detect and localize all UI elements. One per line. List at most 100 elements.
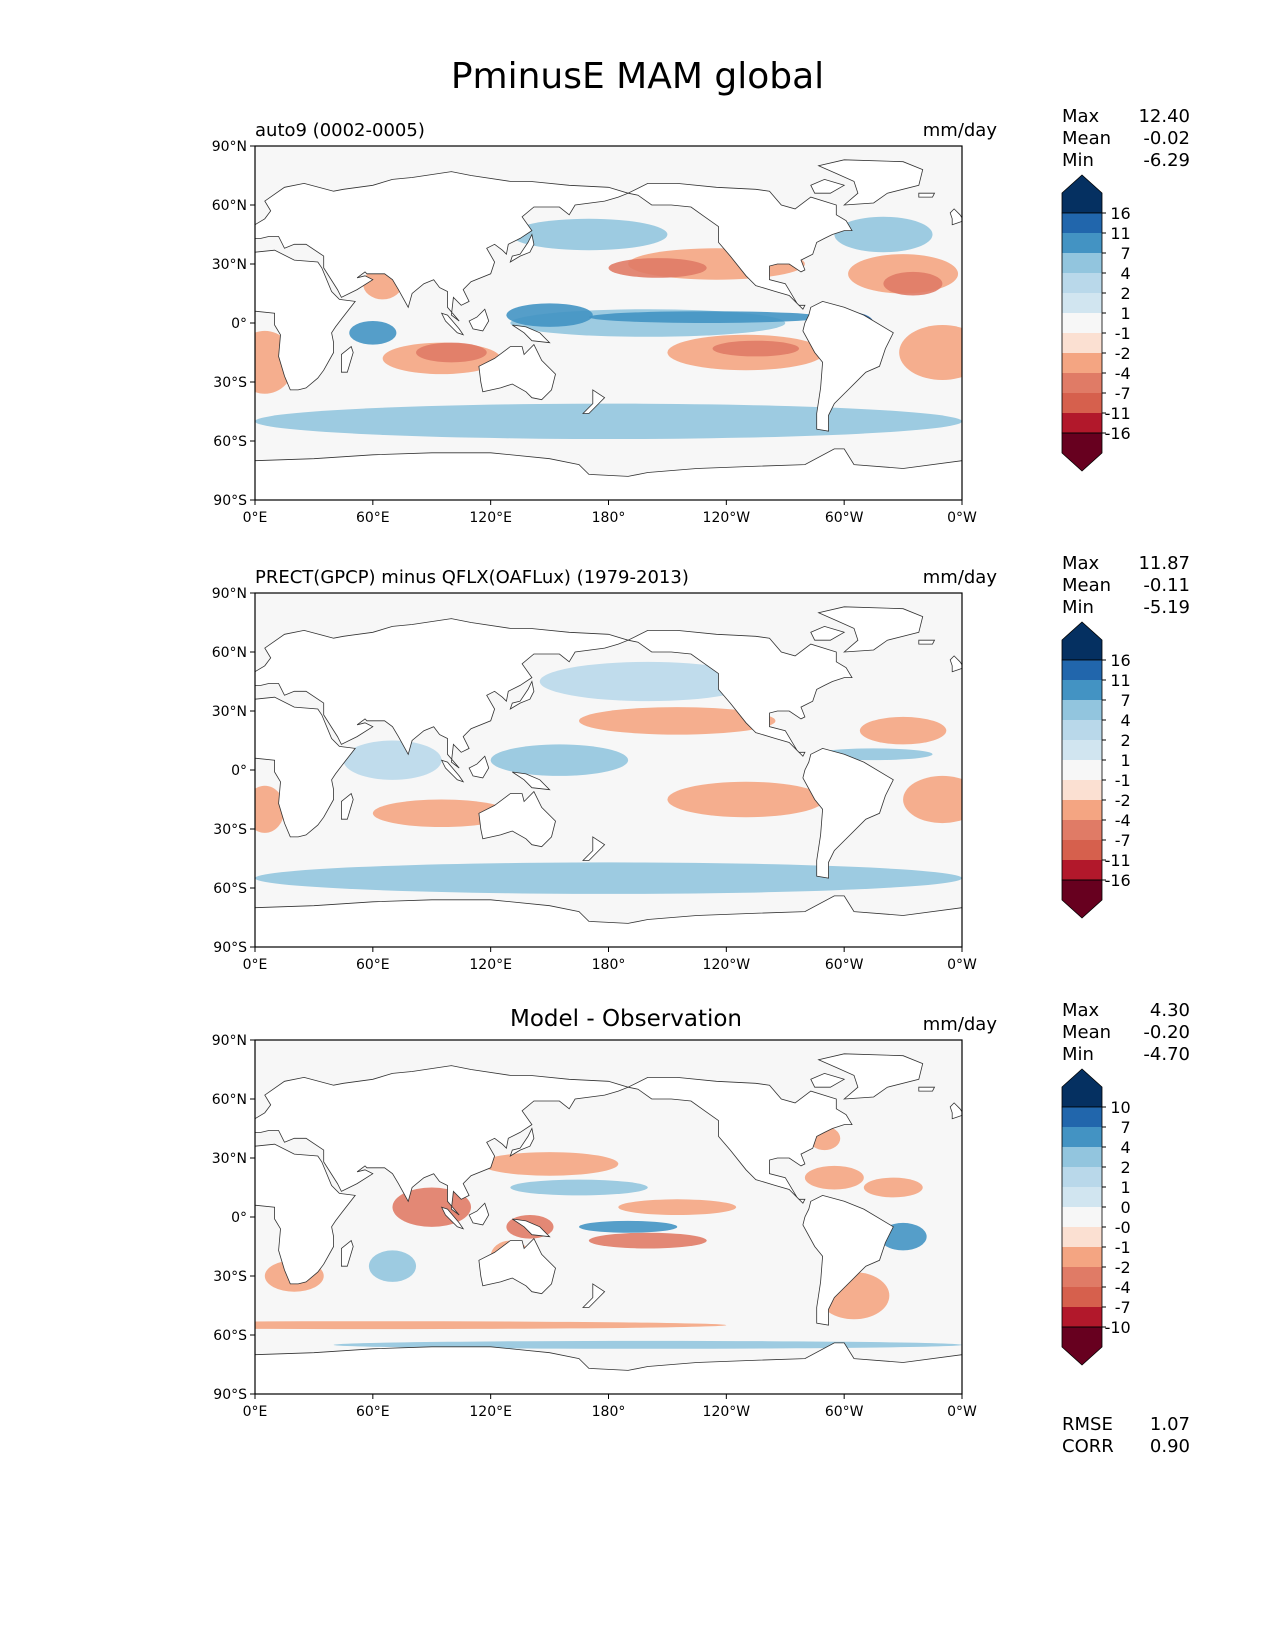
anomaly-patch — [490, 744, 629, 776]
coastline-sumatra — [440, 312, 465, 336]
coastline-uk — [949, 655, 962, 673]
colorbar-segment — [1062, 1227, 1102, 1247]
colorbar-extend-min — [1061, 1326, 1103, 1366]
lat-tick-label: 60°S — [213, 1328, 247, 1344]
coastline-newguinea — [512, 1218, 551, 1238]
colorbar-segment — [1062, 800, 1102, 820]
anomaly-patch — [712, 340, 799, 357]
colorbar-level-label: -1.0 — [1115, 324, 1132, 343]
colorbar-level-label: 0.5 — [1121, 1198, 1132, 1217]
colorbar-level-label: 4.0 — [1121, 264, 1132, 283]
colorbar-segment — [1062, 660, 1102, 680]
coastline-greenland — [817, 1053, 924, 1100]
coastline-eurasia — [255, 171, 630, 322]
anomaly-patch — [667, 781, 825, 818]
coastline-baffin — [810, 1072, 846, 1088]
colorbar-level-label: -11.0 — [1105, 404, 1132, 423]
coastline-samerica — [802, 1194, 894, 1326]
colorbar-level-label: -7.0 — [1115, 384, 1132, 403]
stats-box: Max 11.87 Mean -0.11 Min -5.19 — [1062, 553, 1190, 619]
stat-max: 4.30 — [1149, 1000, 1190, 1021]
colorbar-segment — [1062, 860, 1102, 880]
coastline-samerica — [802, 300, 894, 432]
stat-min: -6.29 — [1143, 150, 1190, 171]
colorbar-segment — [1062, 1147, 1102, 1167]
stat-label: Max — [1062, 1000, 1100, 1021]
colorbar-level-label: 7.0 — [1121, 1118, 1132, 1137]
anomaly-patch — [579, 1220, 678, 1233]
anomaly-patch — [349, 321, 397, 345]
panel-title: PRECT(GPCP) minus QFLX(OAFLux) (1979-201… — [255, 567, 689, 588]
colorbar-segment — [1062, 1307, 1102, 1327]
coastline-eurasia — [255, 1065, 630, 1216]
lon-tick-label: 120°W — [703, 1404, 751, 1420]
coastline-australia — [478, 790, 556, 848]
anomaly-patch — [255, 862, 962, 894]
colorbar-segment — [1062, 700, 1102, 720]
coastline-sumatra — [440, 1206, 465, 1230]
stat-label: RMSE — [1062, 1414, 1113, 1435]
anomaly-patch — [863, 1177, 923, 1198]
lat-tick-label: 90°N — [212, 586, 247, 602]
coastline-africa — [255, 696, 356, 838]
lat-tick-label: 0° — [231, 763, 247, 779]
coastline-japan — [509, 680, 535, 710]
lat-tick-label: 30°N — [212, 257, 247, 273]
stats-box: Max 4.30 Mean -0.20 Min -4.70 — [1062, 1000, 1190, 1066]
lon-tick-label: 120°W — [703, 510, 751, 526]
anomaly-patch — [588, 311, 825, 323]
lon-tick-label: 120°E — [469, 957, 512, 973]
anomaly-patch — [539, 661, 756, 702]
anomaly-field — [255, 661, 962, 894]
colorbar-level-label: 11.0 — [1110, 224, 1132, 243]
colorbar-level-label: 4.0 — [1121, 1138, 1132, 1157]
coastline-madagascar — [340, 792, 354, 820]
stat-label: Min — [1062, 1044, 1094, 1065]
lon-tick-label: 180° — [592, 1404, 626, 1420]
colorbar: 16.011.07.04.02.01.0-1.0-2.0-4.0-7.0-11.… — [1061, 174, 1132, 472]
colorbar-level-label: 16.0 — [1110, 651, 1132, 670]
lon-tick-label: 180° — [592, 510, 626, 526]
colorbar-segment — [1062, 373, 1102, 393]
anomaly-patch — [506, 303, 593, 327]
stat-mean: -0.20 — [1143, 1022, 1190, 1043]
colorbar-segment — [1062, 1167, 1102, 1187]
colorbar-segment — [1062, 233, 1102, 253]
anomaly-patch — [834, 216, 933, 253]
coastline-baffin — [810, 178, 846, 194]
colorbar-level-label: 2.0 — [1121, 284, 1132, 303]
colorbar-segment — [1062, 333, 1102, 353]
colorbar-level-label: -2.0 — [1115, 1258, 1132, 1277]
anomaly-patch — [579, 707, 776, 735]
colorbar-level-label: -10.0 — [1105, 1318, 1132, 1337]
colorbar-extend-max — [1061, 174, 1103, 214]
units-label: mm/day — [922, 1014, 997, 1035]
colorbar-level-label: 11.0 — [1110, 671, 1132, 690]
stat-max: 12.40 — [1138, 106, 1190, 127]
coastline-japan — [509, 233, 535, 263]
colorbar-level-label: -1.0 — [1115, 771, 1132, 790]
colorbar-segment — [1062, 840, 1102, 860]
colorbar-segment — [1062, 680, 1102, 700]
colorbar-level-label: -2.0 — [1115, 344, 1132, 363]
colorbar-segment — [1062, 1267, 1102, 1287]
coastline-uk — [949, 1102, 962, 1120]
lon-tick-label: 0°E — [243, 957, 268, 973]
coastline-namerica — [626, 183, 853, 310]
coastline-iceland — [918, 192, 936, 198]
colorbar-extend-min — [1061, 879, 1103, 919]
colorbar-outline — [1061, 1106, 1103, 1328]
coastline-borneo — [468, 1202, 490, 1226]
landmasses — [255, 1053, 962, 1394]
map-plot: 90°N 60°N 30°N 0° 30°S 60°S 90°S0°E 60°E 120°E 18… — [212, 1033, 977, 1420]
colorbar-level-label: -7.0 — [1115, 1298, 1132, 1317]
coastline-newguinea — [512, 771, 551, 791]
colorbar-extend-max — [1061, 1068, 1103, 1108]
anomaly-patch — [618, 1199, 737, 1216]
coastline-namerica — [626, 1077, 853, 1204]
lon-tick-label: 120°E — [469, 1404, 512, 1420]
lon-tick-label: 60°W — [825, 510, 864, 526]
colorbar-segment — [1062, 1207, 1102, 1227]
coastline-iceland — [918, 1086, 936, 1092]
lon-tick-label: 0°E — [243, 510, 268, 526]
